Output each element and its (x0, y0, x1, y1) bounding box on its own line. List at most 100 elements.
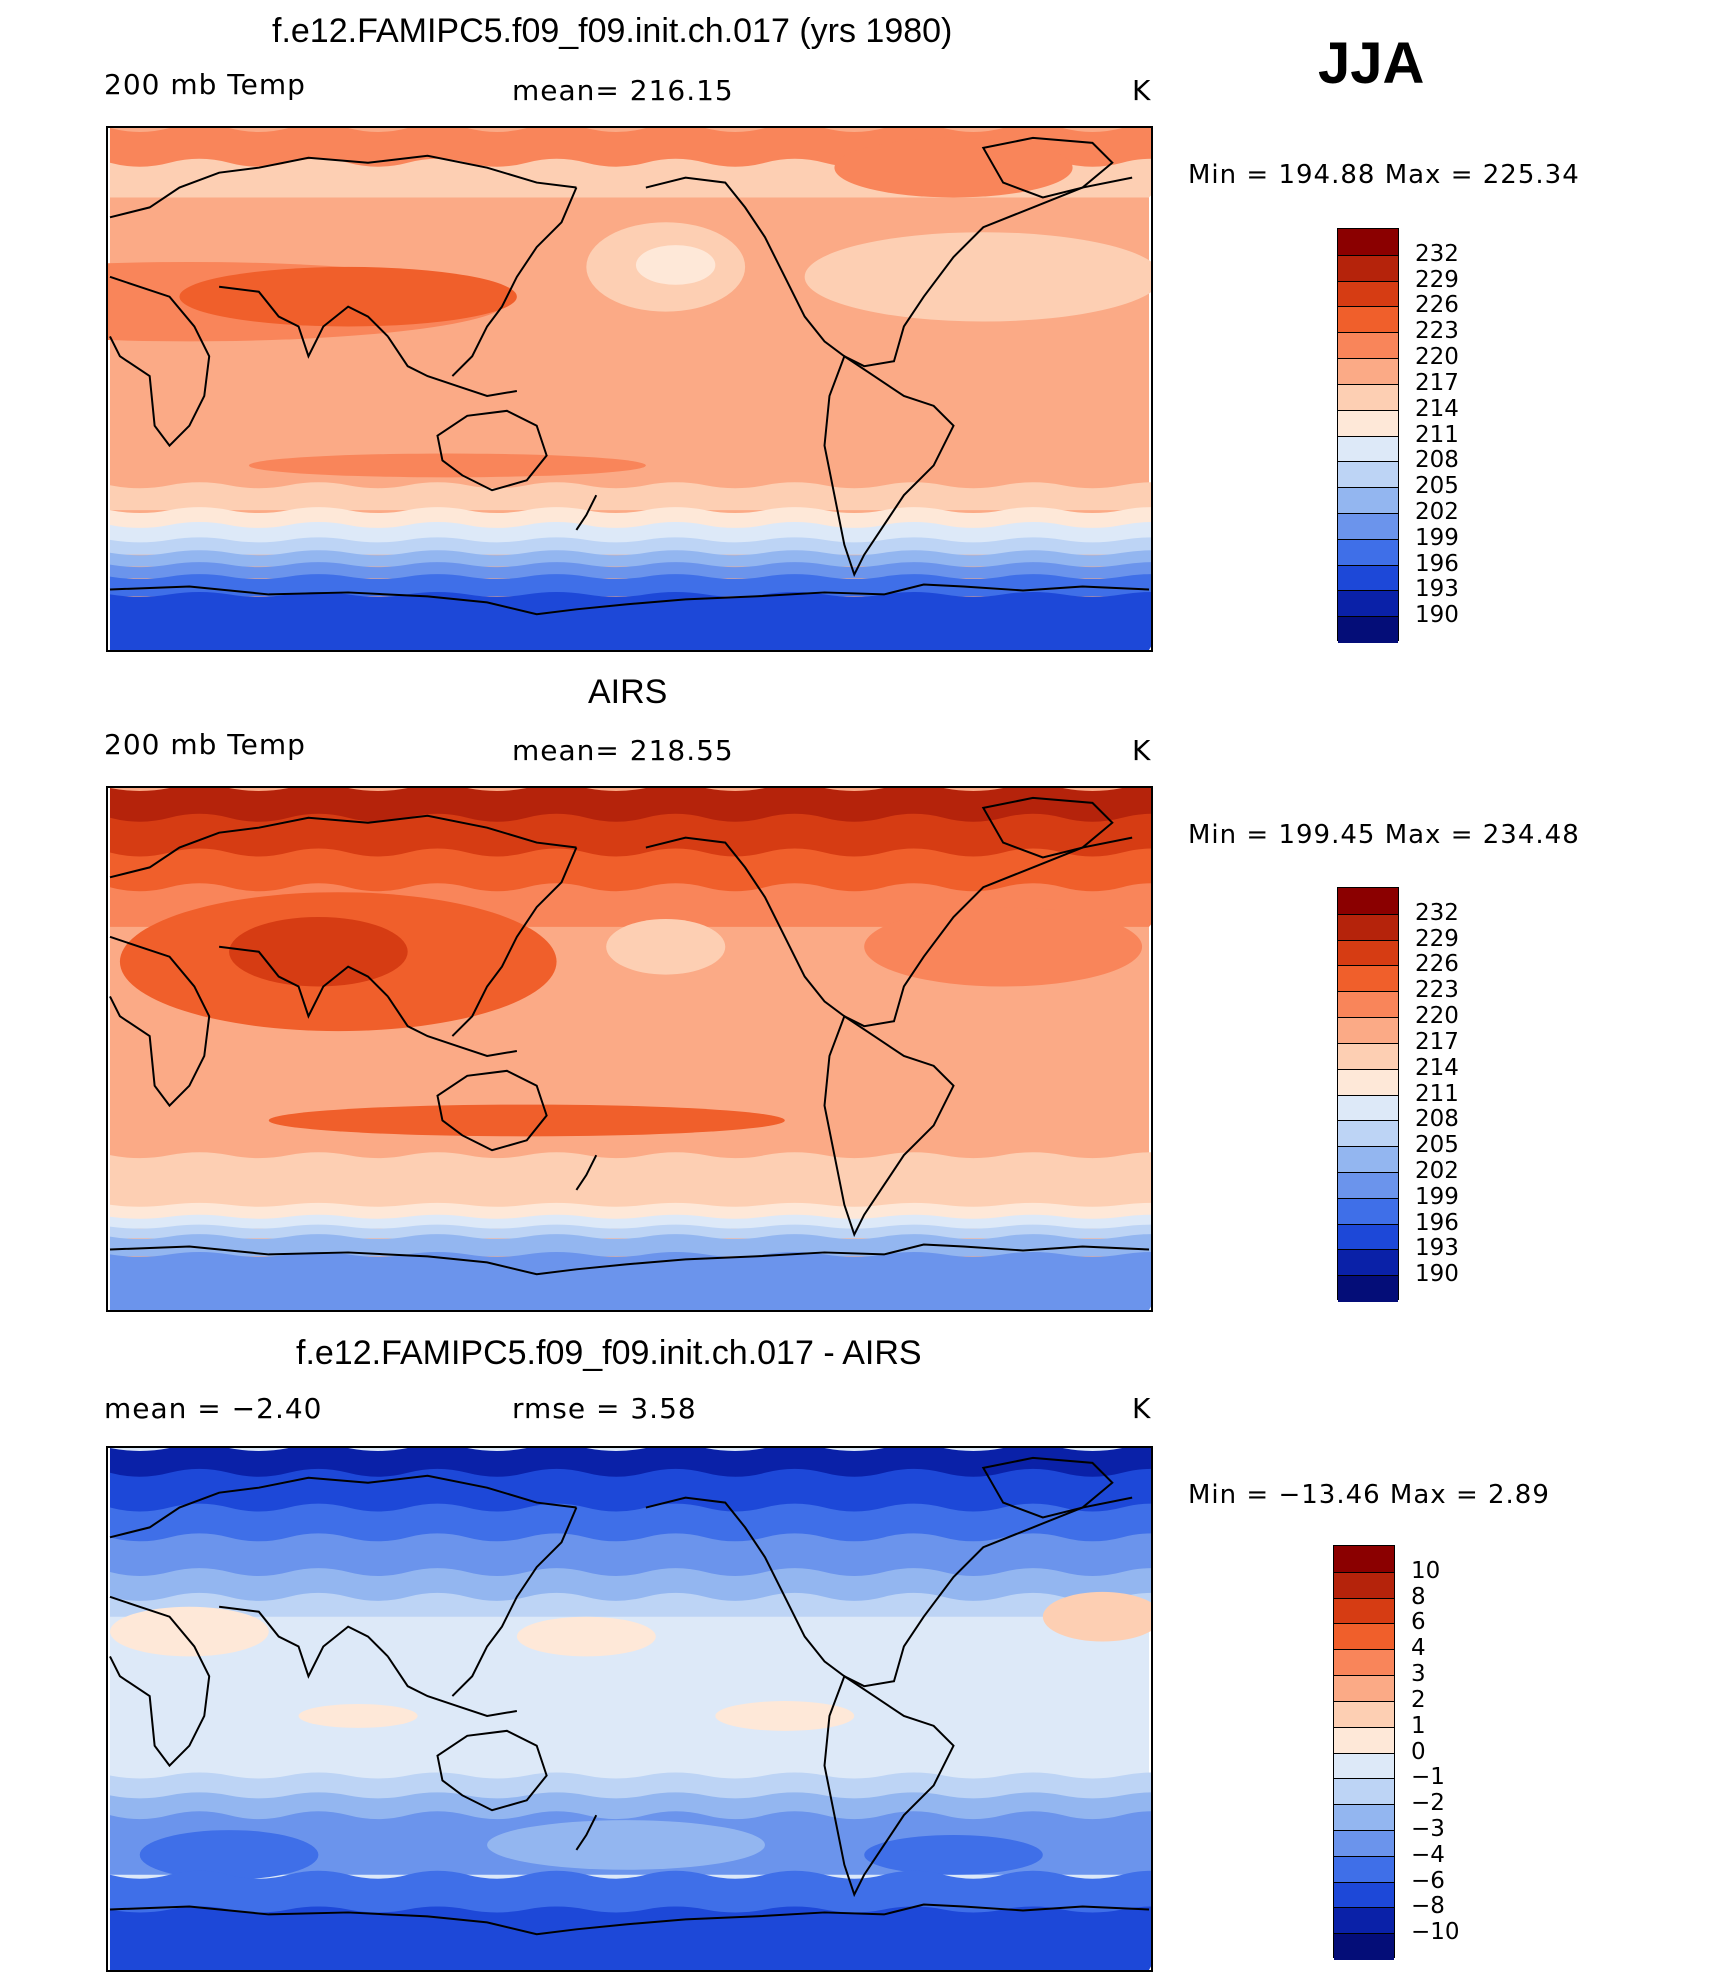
colorbar-swatch (1338, 1197, 1398, 1225)
colorbar (1337, 228, 1399, 643)
colorbar-tick-label: 205 (1415, 473, 1459, 500)
colorbar-tick-label: 190 (1415, 1261, 1459, 1288)
colorbar-swatch (1338, 1171, 1398, 1199)
units-label: K (1132, 734, 1152, 767)
colorbar-tick-label: 3 (1411, 1661, 1426, 1688)
colorbar-tick-label: 214 (1415, 395, 1459, 422)
colorbar-swatch (1338, 1275, 1398, 1302)
colorbar-tick-label: 211 (1415, 1080, 1459, 1107)
colorbar-tick-label: −6 (1411, 1867, 1445, 1894)
colorbar-swatch (1338, 1120, 1398, 1147)
colorbar-tick-label: 202 (1415, 498, 1459, 525)
colorbar-tick-label: 229 (1415, 266, 1459, 293)
colorbar-tick-label: 199 (1415, 1183, 1459, 1210)
colorbar-swatch (1338, 991, 1398, 1018)
colorbar-swatch (1338, 913, 1398, 941)
panel-title: f.e12.FAMIPC5.f09_f09.init.ch.017 - AIRS (296, 1334, 922, 1372)
colorbar-swatch (1334, 1881, 1394, 1908)
colorbar-swatch (1334, 1829, 1394, 1857)
variable-label: 200 mb Temp (104, 68, 306, 101)
colorbar-swatch (1338, 383, 1398, 411)
colorbar-swatch (1334, 1597, 1394, 1624)
colorbar-swatch (1338, 1068, 1398, 1095)
colorbar-tick-label: −2 (1411, 1790, 1445, 1817)
colorbar-swatch (1334, 1700, 1394, 1728)
temperature-map (106, 786, 1153, 1312)
panel-title: f.e12.FAMIPC5.f09_f09.init.ch.017 (yrs 1… (272, 12, 953, 50)
colorbar-swatch (1338, 280, 1398, 307)
colorbar-swatch (1338, 306, 1398, 333)
colorbar-tick-label: 202 (1415, 1157, 1459, 1184)
colorbar-swatch (1338, 564, 1398, 591)
colorbar-swatch (1334, 1933, 1394, 1960)
colorbar-swatch (1338, 1146, 1398, 1173)
colorbar-tick-label: 208 (1415, 447, 1459, 474)
rmse-label: rmse = 3.58 (512, 1392, 697, 1425)
mean-label: mean= 218.55 (512, 734, 734, 767)
colorbar-tick-label: 232 (1415, 899, 1459, 926)
colorbar-swatch (1338, 332, 1398, 359)
difference-map (106, 1446, 1153, 1972)
colorbar-swatch (1338, 1017, 1398, 1044)
colorbar-tick-label: 196 (1415, 550, 1459, 577)
colorbar-tick-label: 220 (1415, 344, 1459, 371)
mean-label: mean= 216.15 (512, 74, 734, 107)
units-label: K (1132, 74, 1152, 107)
colorbar-swatch (1334, 1778, 1394, 1805)
variable-label: 200 mb Temp (104, 728, 306, 761)
colorbar-swatch (1334, 1804, 1394, 1831)
colorbar-swatch (1334, 1907, 1394, 1934)
colorbar-tick-label: −1 (1411, 1764, 1445, 1791)
colorbar-swatch (1338, 1094, 1398, 1121)
season-label: JJA (1318, 31, 1425, 96)
colorbar-tick-label: 10 (1411, 1557, 1441, 1584)
minmax-label: Min = 194.88 Max = 225.34 (1188, 160, 1580, 190)
colorbar-swatch (1338, 1249, 1398, 1276)
colorbar-swatch (1334, 1726, 1394, 1753)
colorbar-tick-label: 217 (1415, 369, 1459, 396)
colorbar-tick-label: 208 (1415, 1106, 1459, 1133)
colorbar-swatch (1334, 1623, 1394, 1650)
colorbar-tick-label: 211 (1415, 421, 1459, 448)
units-label: K (1132, 1392, 1152, 1425)
colorbar-swatch (1334, 1752, 1394, 1779)
colorbar-tick-label: 223 (1415, 977, 1459, 1004)
colorbar-tick-label: 229 (1415, 925, 1459, 952)
colorbar-swatch (1334, 1571, 1394, 1599)
colorbar-tick-label: 217 (1415, 1028, 1459, 1055)
temperature-map (106, 126, 1153, 652)
colorbar-swatch (1338, 616, 1398, 643)
colorbar-swatch (1338, 512, 1398, 540)
minmax-label: Min = −13.46 Max = 2.89 (1188, 1480, 1550, 1510)
colorbar-swatch (1338, 229, 1398, 256)
colorbar-tick-label: −10 (1411, 1919, 1460, 1946)
colorbar-tick-label: 2 (1411, 1686, 1426, 1713)
colorbar-tick-label: −3 (1411, 1815, 1445, 1842)
colorbar-tick-label: 4 (1411, 1635, 1426, 1662)
colorbar-swatch (1338, 1042, 1398, 1070)
colorbar-swatch (1334, 1649, 1394, 1676)
colorbar-tick-label: −8 (1411, 1893, 1445, 1920)
colorbar (1333, 1545, 1395, 1960)
colorbar-swatch (1338, 254, 1398, 282)
colorbar-tick-label: 199 (1415, 524, 1459, 551)
colorbar-tick-label: 193 (1415, 1235, 1459, 1262)
mean-label: mean = −2.40 (104, 1392, 323, 1425)
colorbar-tick-label: 223 (1415, 318, 1459, 345)
colorbar-tick-label: 6 (1411, 1609, 1426, 1636)
colorbar-tick-label: 220 (1415, 1003, 1459, 1030)
colorbar-swatch (1338, 888, 1398, 915)
colorbar-tick-label: 205 (1415, 1132, 1459, 1159)
colorbar-tick-label: 232 (1415, 240, 1459, 267)
colorbar-tick-label: 0 (1411, 1738, 1426, 1765)
colorbar-swatch (1338, 965, 1398, 992)
colorbar-tick-label: 1 (1411, 1712, 1426, 1739)
colorbar-tick-label: 196 (1415, 1209, 1459, 1236)
colorbar-swatch (1338, 1223, 1398, 1250)
colorbar-tick-label: 193 (1415, 576, 1459, 603)
colorbar-tick-label: 226 (1415, 951, 1459, 978)
colorbar-swatch (1338, 435, 1398, 462)
panel-title: AIRS (588, 673, 668, 711)
colorbar-tick-label: 8 (1411, 1583, 1426, 1610)
minmax-label: Min = 199.45 Max = 234.48 (1188, 820, 1580, 850)
